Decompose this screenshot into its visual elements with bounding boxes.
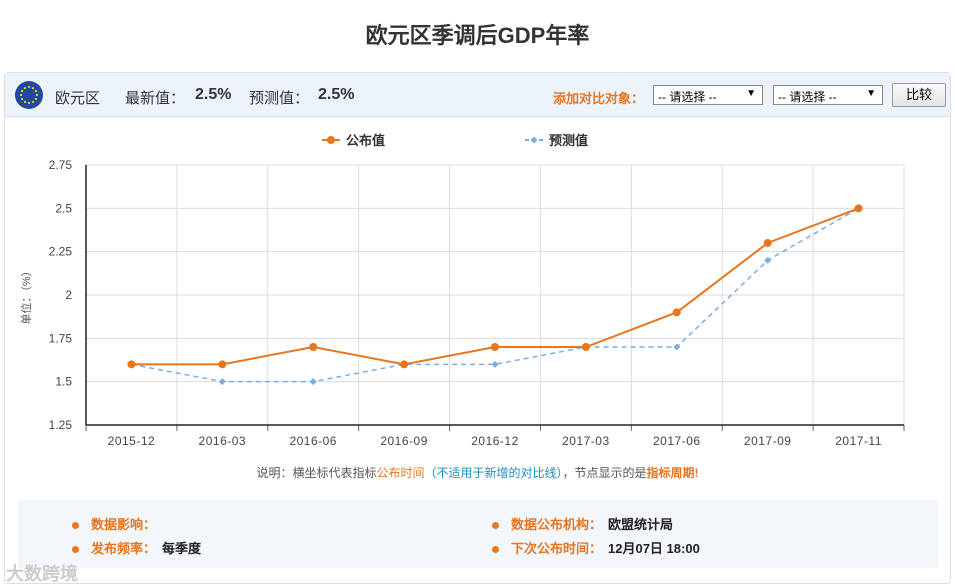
compare-select-1-value: -- 请选择 -- [658, 90, 717, 104]
forecast-value: 2.5% [318, 86, 355, 103]
y-tick-label: 2.75 [49, 158, 73, 172]
note-text-2: 公布时间 [376, 466, 425, 480]
note-text-1: 说明：横坐标代表指标 [256, 466, 377, 480]
y-tick-label: 1.25 [49, 418, 73, 432]
chevron-down-icon: ▼ [866, 88, 876, 99]
forecast-label: 预测值： [249, 90, 310, 107]
data-point-actual [491, 343, 499, 351]
bullet-icon [72, 546, 79, 554]
bullet-icon [492, 546, 499, 554]
x-tick-label: 2017-06 [653, 434, 701, 448]
series-line-0 [131, 207, 859, 366]
region-name: 欧元区 [55, 90, 101, 107]
info-next-release: 下次公布时间： 12月07日 18:00 [492, 538, 700, 557]
chevron-down-icon: ▼ [746, 88, 756, 99]
info-impact: 数据影响： [72, 514, 162, 533]
x-tick-label: 2016-09 [380, 434, 428, 448]
latest-label: 最新值： [125, 90, 186, 107]
note-text-5: 指标周期 [646, 466, 695, 480]
data-point-forecast [673, 343, 681, 351]
latest-value: 2.5% [195, 86, 232, 103]
x-tick-label: 2016-12 [471, 434, 519, 448]
y-tick-label: 2.5 [55, 201, 72, 215]
freq-value: 每季度 [162, 541, 202, 556]
x-tick-label: 2015-12 [108, 434, 156, 448]
x-tick-label: 2017-09 [744, 434, 792, 448]
line-chart: 1.25 1.5 1.75 2 2.25 2.5 2.75 2015-12 2016-03 201… [19, 133, 905, 448]
compare-select-2-value: -- 请选择 -- [778, 90, 837, 104]
x-tick-label: 2016-03 [199, 434, 247, 448]
agency-value: 欧盟统计局 [608, 517, 674, 532]
x-tick-label: 2016-06 [289, 434, 337, 448]
data-point-actual [400, 360, 409, 369]
y-tick-label: 2 [65, 288, 72, 302]
y-tick-label: 1.5 [55, 375, 72, 389]
x-tick-label: 2017-11 [835, 434, 882, 448]
next-label: 下次公布时间： [511, 541, 603, 556]
info-frequency: 发布频率： 每季度 [72, 538, 201, 557]
y-axis-label: 单位：（%） [19, 265, 33, 324]
data-point-actual [309, 343, 318, 351]
compare-button[interactable]: 比较 [892, 83, 946, 107]
compare-select-2[interactable]: -- 请选择 -- ▼ [773, 85, 883, 105]
note-text-3: （不适用于新增的对比线） [424, 466, 563, 480]
info-agency: 数据公布机构： 欧盟统计局 [492, 514, 673, 533]
compare-label: 添加对比对象： [553, 91, 645, 106]
series-line-1 [131, 207, 859, 383]
legend-marker [327, 136, 335, 144]
next-value: 12月07日 18:00 [608, 541, 700, 556]
impact-label: 数据影响： [91, 517, 157, 532]
data-point-actual [581, 343, 590, 351]
data-point-forecast [309, 378, 317, 386]
x-tick-label: 2017-03 [562, 434, 610, 448]
legend-label: 预测值 [549, 133, 588, 148]
y-tick-label: 1.75 [49, 331, 73, 345]
note-text-4: ，节点显示的是 [562, 466, 647, 480]
data-point-actual [763, 239, 772, 247]
agency-label: 数据公布机构： [511, 517, 603, 532]
data-point-forecast [764, 256, 772, 264]
header-bar: 欧元区 最新值： 2.5% 预测值： 2.5% 添加对比对象： -- 请选择 -… [5, 73, 950, 117]
chart-note: 说明：横坐标代表指标公布时间（不适用于新增的对比线），节点显示的是指标周期! [0, 464, 955, 481]
chart-panel: 欧元区 最新值： 2.5% 预测值： 2.5% 添加对比对象： -- 请选择 -… [4, 72, 951, 584]
freq-label: 发布频率： [91, 541, 157, 556]
data-point-actual [854, 204, 863, 213]
info-box: 数据影响： 数据公布机构： 欧盟统计局 发布频率： 每季度 下次公布时间： 12月07… [18, 500, 938, 568]
data-point-actual [672, 308, 681, 317]
watermark: 大数跨境 [6, 564, 78, 584]
y-tick-label: 2.25 [49, 245, 73, 259]
data-point-forecast [218, 378, 226, 386]
data-point-actual [218, 360, 227, 369]
data-point-forecast [491, 360, 499, 368]
data-point-actual [127, 360, 136, 369]
legend-marker [530, 136, 538, 144]
eu-flag-icon [15, 81, 43, 109]
legend-label: 公布值 [346, 133, 385, 148]
bullet-icon [492, 522, 499, 530]
note-text-6: ! [694, 466, 699, 480]
compare-select-1[interactable]: -- 请选择 -- ▼ [653, 85, 763, 105]
bullet-icon [72, 522, 79, 530]
page-title: 欧元区季调后GDP年率 [365, 23, 590, 48]
